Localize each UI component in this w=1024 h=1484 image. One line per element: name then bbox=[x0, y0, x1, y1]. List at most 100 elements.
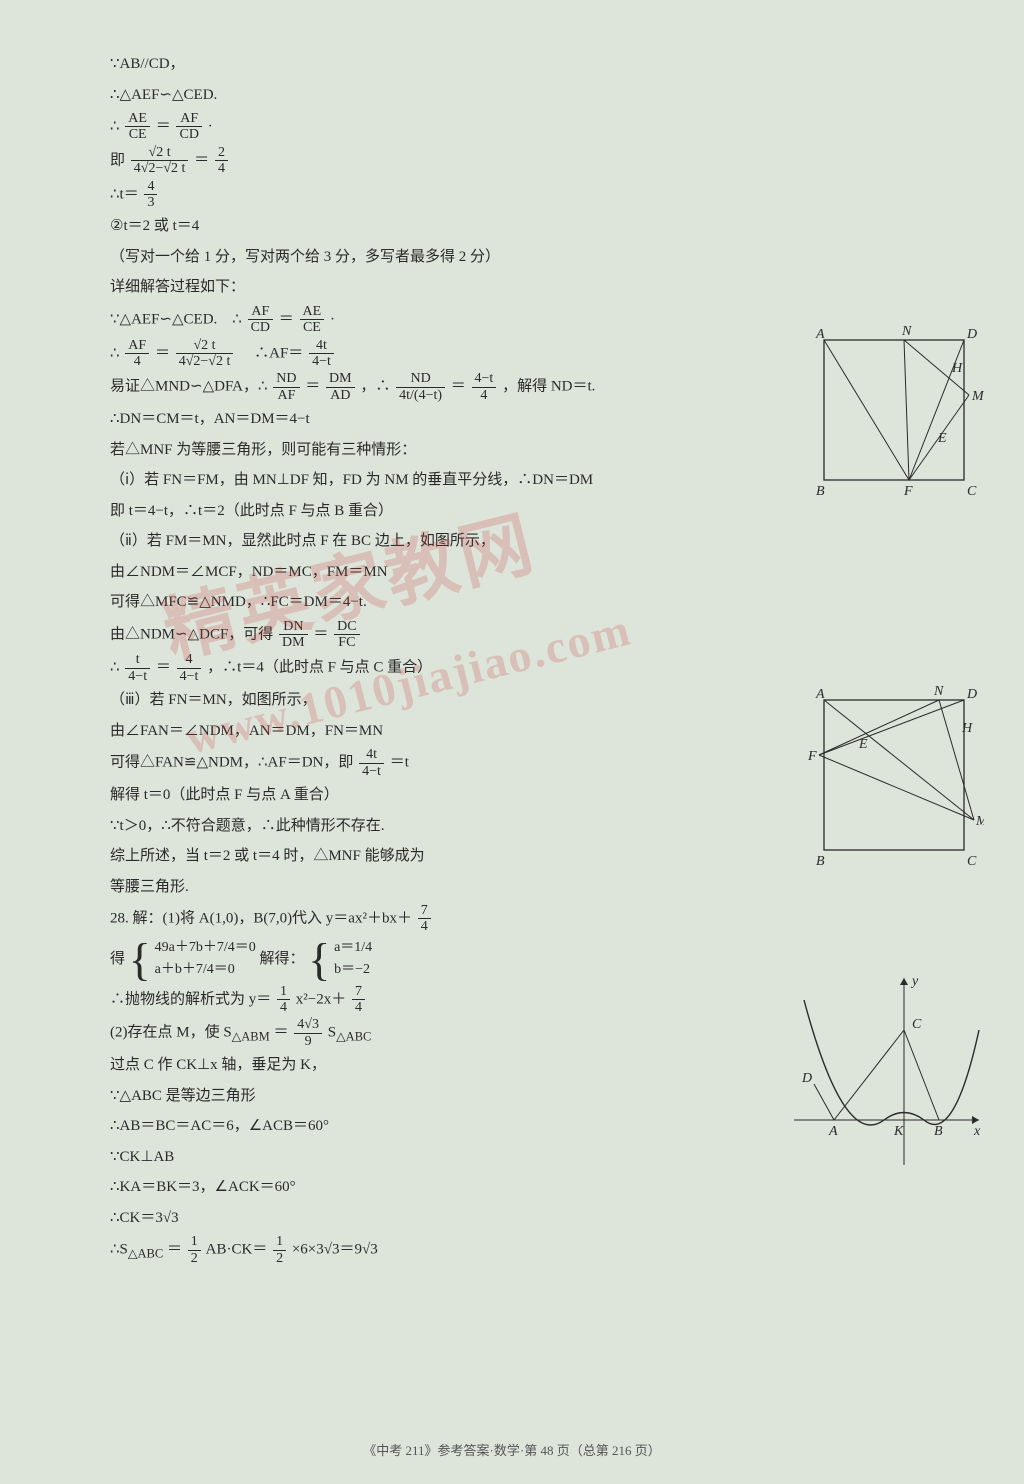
svg-text:B: B bbox=[816, 854, 825, 869]
text: S bbox=[328, 1025, 336, 1041]
math-line: 28. 解：(1)将 A(1,0)，B(7,0)代入 y＝ax²＋bx＋ 74 bbox=[110, 903, 944, 935]
svg-text:H: H bbox=[961, 721, 973, 736]
parabola-diagram: y x A B C D K bbox=[784, 970, 984, 1170]
text-line: （ⅱ）若 FM＝MN，显然此时点 F 在 BC 边上，如图所示， bbox=[110, 527, 944, 556]
fraction: 12 bbox=[273, 1234, 286, 1266]
text: 28. 解：(1)将 A(1,0)，B(7,0)代入 y＝ax²＋bx＋ bbox=[110, 910, 412, 926]
text: 由△NDM∽△DCF，可得 bbox=[110, 626, 273, 642]
text: x²−2x＋ bbox=[296, 991, 346, 1007]
fraction: 74 bbox=[352, 984, 365, 1016]
text: 即 bbox=[110, 152, 125, 168]
text: ＝ bbox=[194, 152, 209, 168]
svg-text:F: F bbox=[903, 484, 913, 499]
svg-text:H: H bbox=[951, 361, 963, 376]
text: ＝ bbox=[451, 379, 466, 395]
svg-text:A: A bbox=[815, 327, 825, 342]
fraction: AECE bbox=[125, 111, 150, 143]
fraction: √2 t4√2−√2 t bbox=[131, 145, 189, 177]
text: ，∴t＝4（此时点 F 与点 C 重合） bbox=[207, 660, 432, 676]
fraction: 43 bbox=[144, 179, 157, 211]
fraction: DNDM bbox=[279, 619, 308, 651]
text: ，∴ bbox=[360, 379, 390, 395]
text: ∴ bbox=[110, 660, 120, 676]
text: 得 bbox=[110, 951, 125, 967]
text: ∴t＝ bbox=[110, 186, 139, 202]
fraction: 74 bbox=[418, 903, 431, 935]
text: ＝ bbox=[274, 1025, 289, 1041]
fraction: 12 bbox=[188, 1234, 201, 1266]
fraction: 24 bbox=[215, 145, 228, 177]
subscript: △ABC bbox=[336, 1030, 371, 1044]
svg-text:A: A bbox=[828, 1124, 838, 1139]
text-line: ∴CK＝3√3 bbox=[110, 1204, 944, 1233]
text-line: ∴△AEF∽△CED. bbox=[110, 81, 944, 110]
fraction: NDAF bbox=[273, 371, 299, 403]
svg-text:N: N bbox=[933, 684, 944, 699]
fraction: 4√39 bbox=[294, 1017, 322, 1049]
fraction: 44−t bbox=[177, 652, 202, 684]
fraction: AF4 bbox=[125, 338, 149, 370]
text: ＝ bbox=[155, 345, 170, 361]
fraction: AFCD bbox=[248, 304, 273, 336]
text-line: 可得△MFC≌△NMD，∴FC＝DM＝4−t. bbox=[110, 588, 944, 617]
text: ∵△AEF∽△CED. ∴ bbox=[110, 311, 242, 327]
text-line: 详细解答过程如下： bbox=[110, 273, 944, 302]
fraction: 14 bbox=[277, 984, 290, 1016]
text-line: 由∠NDM＝∠MCF，ND＝MC，FM＝MN bbox=[110, 558, 944, 587]
text: 易证△MND∽△DFA，∴ bbox=[110, 379, 268, 395]
text: 可得△FAN≌△NDM，∴AF＝DN，即 bbox=[110, 755, 353, 771]
text: ＝ bbox=[305, 379, 320, 395]
svg-text:K: K bbox=[893, 1124, 904, 1139]
math-line: 即 √2 t4√2−√2 t ＝ 24 bbox=[110, 145, 944, 177]
text-line: （写对一个给 1 分，写对两个给 3 分，多写者最多得 2 分） bbox=[110, 243, 944, 272]
fraction: AFCD bbox=[176, 111, 201, 143]
fraction: AECE bbox=[300, 304, 325, 336]
fraction: DCFC bbox=[334, 619, 359, 651]
svg-text:C: C bbox=[967, 854, 977, 869]
math-line: ∴S△ABC ＝ 12 AB·CK＝ 12 ×6×3√3＝9√3 bbox=[110, 1234, 944, 1266]
fraction: 4t4−t bbox=[309, 338, 334, 370]
fraction: 4t4−t bbox=[359, 747, 384, 779]
text: ∴抛物线的解析式为 y＝ bbox=[110, 991, 271, 1007]
svg-text:E: E bbox=[937, 431, 947, 446]
subscript: △ABM bbox=[232, 1030, 270, 1044]
fraction: ND4t/(4−t) bbox=[396, 371, 445, 403]
text: ＝ bbox=[279, 311, 294, 327]
bracket-icon: { bbox=[129, 939, 151, 980]
svg-text:D: D bbox=[966, 687, 977, 702]
svg-text:A: A bbox=[815, 687, 825, 702]
svg-text:C: C bbox=[912, 1017, 922, 1032]
text: ＝t bbox=[390, 755, 409, 771]
text: ∴AF＝ bbox=[239, 345, 303, 361]
equation-system: 49a＋7b＋7/4＝0 a＋b＋7/4＝0 bbox=[155, 937, 256, 982]
text: ×6×3√3＝9√3 bbox=[292, 1242, 378, 1258]
text: · bbox=[208, 118, 213, 134]
math-line: ∴ AECE ＝ AFCD · bbox=[110, 111, 944, 143]
text: AB·CK＝ bbox=[206, 1242, 268, 1258]
bracket-icon: { bbox=[308, 939, 330, 980]
svg-text:N: N bbox=[901, 324, 912, 339]
text: ＝ bbox=[167, 1242, 182, 1258]
text: ∴S bbox=[110, 1242, 128, 1258]
square-diagram-icon: A N D M H E B F C bbox=[804, 320, 984, 510]
math-line: 由△NDM∽△DCF，可得 DNDM ＝ DCFC bbox=[110, 619, 944, 651]
text: · bbox=[330, 311, 335, 327]
svg-text:y: y bbox=[910, 974, 919, 989]
text: ∴ bbox=[110, 345, 120, 361]
svg-text:D: D bbox=[801, 1071, 812, 1086]
square-diagram-icon: A N D H E F M B C bbox=[804, 680, 984, 880]
svg-text:D: D bbox=[966, 327, 977, 342]
fraction: 4−t4 bbox=[472, 371, 497, 403]
fraction: √2 t4√2−√2 t bbox=[176, 338, 234, 370]
svg-text:M: M bbox=[971, 389, 984, 404]
svg-text:M: M bbox=[975, 814, 984, 829]
text-line: ②t＝2 或 t＝4 bbox=[110, 212, 944, 241]
page-footer: 《中考 211》参考答案·数学·第 48 页（总第 216 页） bbox=[0, 1439, 1024, 1464]
text: (2)存在点 M，使 S bbox=[110, 1025, 232, 1041]
svg-text:C: C bbox=[967, 484, 977, 499]
text: ∴ bbox=[110, 118, 120, 134]
solution-page: ∵AB//CD， ∴△AEF∽△CED. ∴ AECE ＝ AFCD · 即 √… bbox=[110, 50, 944, 1267]
svg-text:E: E bbox=[858, 737, 868, 752]
text: ，解得 ND＝t. bbox=[502, 379, 595, 395]
geometry-diagram-1: A N D M H E B F C bbox=[804, 320, 984, 510]
